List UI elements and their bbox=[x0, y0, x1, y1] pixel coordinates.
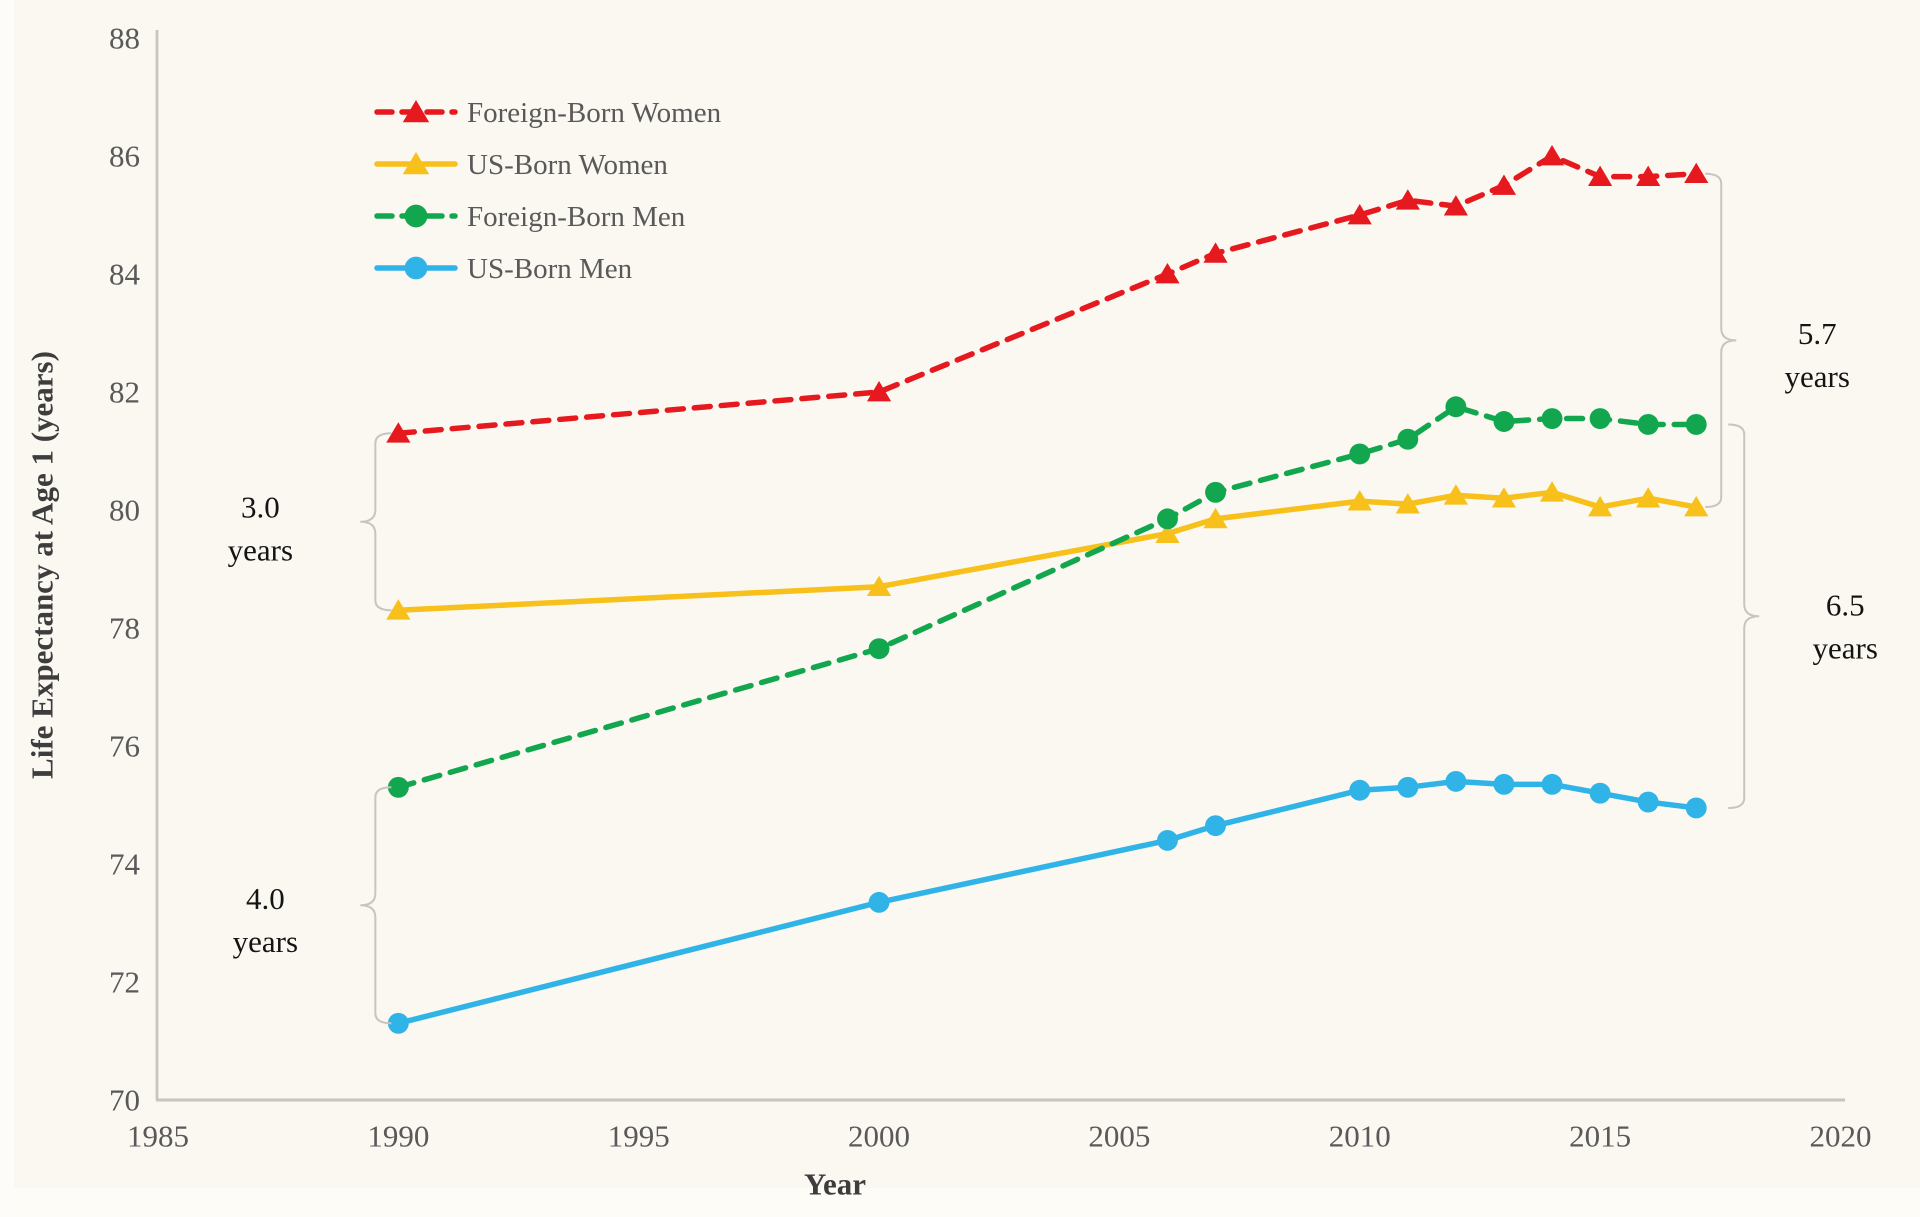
series-marker-us-born-men bbox=[1493, 773, 1515, 795]
series-marker-us-born-women bbox=[1539, 481, 1565, 502]
x-tick-label: 2020 bbox=[1809, 1119, 1871, 1154]
series-marker-us-born-men bbox=[1685, 797, 1707, 819]
gap-brace bbox=[360, 432, 392, 612]
annotation-gap-unit: years bbox=[1813, 631, 1878, 666]
x-axis-title: Year bbox=[804, 1167, 866, 1202]
series-marker-foreign-born-men bbox=[1589, 408, 1611, 429]
series-marker-us-born-women bbox=[1443, 484, 1468, 505]
x-tick-label: 1985 bbox=[127, 1119, 189, 1154]
legend-label: Foreign-Born Women bbox=[467, 97, 722, 129]
series-marker-us-born-women bbox=[1684, 496, 1709, 517]
annotation-gap-unit: years bbox=[1785, 359, 1850, 394]
series-marker-us-born-women bbox=[1491, 487, 1517, 508]
y-tick-label: 70 bbox=[109, 1083, 140, 1118]
series-marker-foreign-born-men bbox=[1637, 414, 1659, 435]
y-tick-label: 78 bbox=[109, 611, 140, 646]
x-tick-label: 2015 bbox=[1569, 1119, 1631, 1154]
series-marker-foreign-born-women bbox=[1347, 204, 1372, 225]
series-marker-us-born-women bbox=[1347, 490, 1372, 511]
y-tick-label: 74 bbox=[109, 847, 141, 882]
series-marker-foreign-born-men bbox=[1493, 411, 1515, 432]
series-marker-foreign-born-women bbox=[1539, 145, 1565, 166]
legend-marker bbox=[402, 152, 430, 175]
series-marker-us-born-women bbox=[1588, 496, 1613, 517]
series-marker-us-born-men bbox=[1349, 779, 1371, 801]
series-marker-foreign-born-women bbox=[866, 381, 892, 402]
gap-brace bbox=[1705, 172, 1737, 509]
annotation-gap-value: 5.7 bbox=[1798, 316, 1837, 351]
annotation-gap-value: 4.0 bbox=[246, 881, 285, 916]
series-marker-foreign-born-women bbox=[1588, 165, 1613, 186]
series-marker-us-born-men bbox=[1157, 829, 1178, 851]
y-tick-label: 82 bbox=[109, 375, 140, 410]
gap-brace bbox=[360, 786, 392, 1025]
series-marker-foreign-born-women bbox=[1491, 174, 1517, 195]
series-marker-us-born-men bbox=[868, 891, 890, 913]
series-marker-us-born-men bbox=[1589, 782, 1611, 804]
series-marker-foreign-born-men bbox=[868, 638, 890, 660]
series-marker-us-born-women bbox=[1203, 507, 1228, 529]
annotation-gap-value: 3.0 bbox=[241, 489, 280, 524]
legend-label: US-Born Women bbox=[467, 149, 668, 181]
series-marker-us-born-men bbox=[1397, 776, 1419, 798]
series-marker-foreign-born-men bbox=[1541, 408, 1563, 429]
x-tick-label: 2010 bbox=[1329, 1119, 1391, 1154]
y-tick-label: 84 bbox=[109, 257, 141, 292]
y-tick-label: 80 bbox=[109, 493, 140, 528]
series-marker-us-born-women bbox=[866, 575, 892, 597]
series-marker-foreign-born-men bbox=[1349, 443, 1371, 465]
legend-marker bbox=[404, 256, 428, 280]
x-tick-label: 2000 bbox=[848, 1119, 910, 1154]
series-marker-foreign-born-women bbox=[1443, 195, 1468, 216]
series-marker-foreign-born-women bbox=[1395, 189, 1420, 210]
series-marker-foreign-born-men bbox=[387, 776, 409, 798]
left-edge-band bbox=[0, 0, 14, 1217]
annotation-gap-unit: years bbox=[228, 532, 293, 567]
series-marker-us-born-women bbox=[1636, 487, 1661, 508]
gap-brace bbox=[1728, 423, 1760, 809]
series-marker-us-born-men bbox=[1637, 791, 1659, 813]
series-marker-us-born-men bbox=[1205, 815, 1226, 837]
y-tick-label: 88 bbox=[109, 21, 140, 56]
y-tick-label: 72 bbox=[109, 965, 140, 1000]
legend-marker bbox=[404, 204, 428, 228]
series-marker-us-born-men bbox=[387, 1012, 409, 1034]
series-marker-foreign-born-women bbox=[386, 422, 411, 443]
series-marker-us-born-women bbox=[1155, 522, 1180, 543]
x-tick-label: 1990 bbox=[367, 1119, 429, 1154]
series-marker-foreign-born-women bbox=[1155, 263, 1180, 284]
y-tick-label: 76 bbox=[109, 729, 140, 764]
series-marker-us-born-men bbox=[1541, 773, 1563, 795]
x-tick-label: 2005 bbox=[1088, 1119, 1150, 1154]
legend-marker bbox=[402, 100, 430, 123]
y-tick-label: 86 bbox=[109, 139, 140, 174]
annotation-gap-value: 6.5 bbox=[1826, 588, 1865, 623]
series-line-foreign-born-women bbox=[395, 152, 1699, 437]
annotation-gap-unit: years bbox=[233, 924, 298, 959]
series-marker-us-born-women bbox=[386, 599, 411, 620]
legend-label: Foreign-Born Men bbox=[467, 201, 686, 233]
series-marker-foreign-born-men bbox=[1445, 396, 1467, 418]
series-marker-foreign-born-men bbox=[1205, 481, 1226, 503]
series-marker-foreign-born-men bbox=[1157, 508, 1178, 530]
series-marker-us-born-men bbox=[1445, 770, 1467, 792]
y-axis-title: Life Expectancy at Age 1 (years) bbox=[25, 351, 60, 779]
legend-label: US-Born Men bbox=[467, 253, 633, 285]
series-marker-foreign-born-men bbox=[1397, 428, 1419, 450]
series-marker-foreign-born-men bbox=[1685, 414, 1707, 435]
series-marker-foreign-born-women bbox=[1636, 165, 1661, 186]
series-marker-foreign-born-women bbox=[1203, 242, 1228, 263]
bottom-edge-band bbox=[0, 1188, 1920, 1217]
series-marker-foreign-born-women bbox=[1684, 162, 1709, 184]
series-marker-us-born-women bbox=[1395, 493, 1420, 514]
x-tick-label: 1995 bbox=[608, 1119, 670, 1154]
